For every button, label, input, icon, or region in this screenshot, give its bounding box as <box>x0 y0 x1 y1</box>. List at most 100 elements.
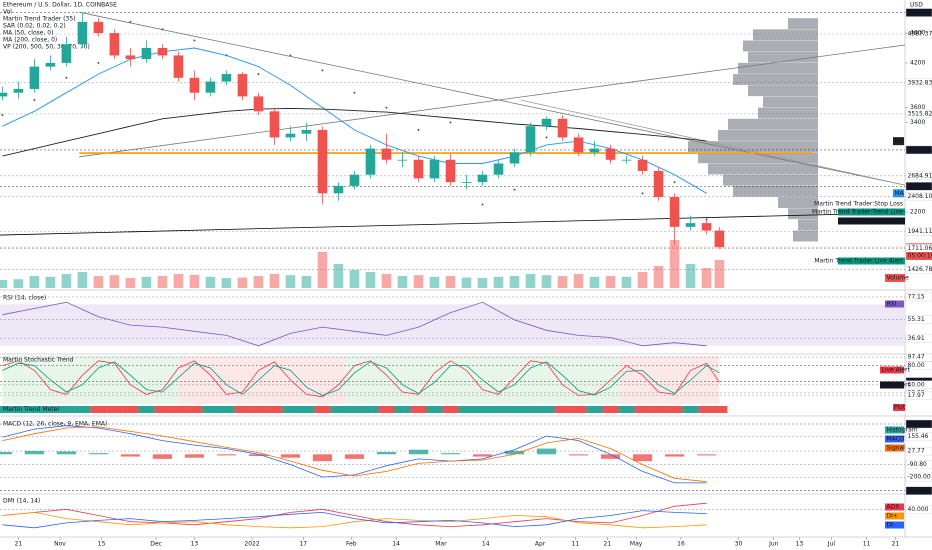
pane-title: RSI (14, close) <box>3 295 46 302</box>
histogram-bar <box>632 454 653 462</box>
candle-body <box>237 74 248 97</box>
series-label-box <box>885 426 904 434</box>
candle-body <box>253 96 264 112</box>
sar-dot <box>257 73 260 76</box>
alert-box <box>880 381 904 389</box>
x-tick-label: 21 <box>892 541 900 548</box>
candle-body <box>109 33 120 56</box>
volume-bar <box>621 276 632 288</box>
candle-body <box>381 148 392 160</box>
trend-meter-cell <box>154 406 171 413</box>
candle-body <box>317 129 328 194</box>
trend-meter-cell <box>266 406 283 413</box>
volume-profile-bar <box>718 129 818 141</box>
histogram-bar <box>312 454 333 462</box>
trend-meter-cell <box>554 406 571 413</box>
trend-line <box>520 99 906 186</box>
volume-bar <box>685 264 696 288</box>
trend-meter-cell <box>362 406 379 413</box>
candle-body <box>701 223 712 231</box>
volume-profile-bar <box>788 18 818 30</box>
y-axis-label: USD <box>910 2 923 9</box>
level-label: 4874.97 <box>908 9 932 16</box>
sar-dot <box>33 99 36 102</box>
indicator-name: VP (200, 500, 50, 30, 70, 70) <box>3 44 90 51</box>
indicator-line <box>2 425 707 484</box>
indicator-name: SAR (0.02, 0.02, 0.2) <box>3 23 66 30</box>
indicator-name: MA (200, close, 0) <box>3 37 57 44</box>
trend-meter-cell <box>282 406 299 413</box>
level-label: 36.91 <box>908 335 925 342</box>
trend-meter-cell <box>618 406 635 413</box>
level-label-box <box>905 419 932 429</box>
trend-meter-cell <box>314 406 331 413</box>
volume-label-box <box>885 274 905 282</box>
series-label: ADX <box>887 504 900 511</box>
level-label-box <box>905 145 932 155</box>
x-tick-label: Jun <box>768 541 779 548</box>
candle-body <box>221 74 232 82</box>
volume-bar <box>605 276 616 288</box>
x-tick-label: Jul <box>827 541 836 548</box>
x-tick-label: 17 <box>299 541 307 548</box>
candle-body <box>557 118 568 138</box>
meter-label: Plot <box>894 404 906 411</box>
level-label-box <box>905 171 932 181</box>
level-label: 77.15 <box>908 293 925 300</box>
level-label-box <box>905 446 932 456</box>
level-label-box <box>905 315 932 324</box>
sar-dot <box>385 106 388 109</box>
x-tick-label: 13 <box>796 541 804 548</box>
level-label: 2408.10 <box>908 193 932 200</box>
volume-bar <box>477 278 488 288</box>
trend-meter-cell <box>186 406 203 413</box>
histogram-bar <box>184 454 205 458</box>
candle-body <box>525 126 536 153</box>
volume-bar <box>205 276 216 288</box>
volume-bar <box>413 275 424 288</box>
volume-bar <box>589 276 600 288</box>
level-label: 3932.83 <box>908 79 932 86</box>
candle-body <box>509 152 520 164</box>
volume-bar <box>541 275 552 288</box>
alert-label: Live Alert <box>882 382 911 389</box>
sar-dot <box>545 136 548 139</box>
series-label: MACD <box>887 436 905 443</box>
trend-meter-cell <box>330 406 347 413</box>
annotation-box <box>838 217 905 225</box>
trend-meter-cell <box>298 406 315 413</box>
candle-body <box>429 159 440 179</box>
level-label-box <box>905 472 932 482</box>
annotation: Martin Trend Trader:Trend Line <box>812 209 903 216</box>
level-label: -200.00 <box>908 474 931 481</box>
x-tick-label: 21 <box>604 541 612 548</box>
volume-bar <box>397 276 408 288</box>
volume-profile-bar <box>708 163 818 175</box>
trend-meter-cell <box>74 406 91 413</box>
volume-bar <box>157 276 168 288</box>
trend-meter-cell <box>698 406 715 413</box>
trend-meter-cell <box>682 406 699 413</box>
level-label-box <box>905 292 932 302</box>
sar-dot <box>1 114 4 117</box>
indicator-name: Martin Trend Trader (35) <box>3 16 76 23</box>
candle-body <box>637 159 648 171</box>
level-label: 2544.41 <box>908 183 932 190</box>
annotation: Martin Trend Trader:Stop Loss <box>814 201 903 208</box>
y-tick-label: 3600 <box>910 104 925 111</box>
pane-title: Martin Stochastic Trend <box>3 357 74 364</box>
volume-profile-bar <box>763 96 818 108</box>
x-tick-label: 2022 <box>244 541 259 548</box>
sar-dot <box>449 121 452 124</box>
level-label: 3032.01 <box>908 146 932 153</box>
level-label: 3515.82 <box>908 110 932 117</box>
candle-body <box>605 148 616 160</box>
trend-meter-cell <box>0 406 11 413</box>
level-label-box <box>905 361 932 370</box>
histogram-bar <box>408 449 429 455</box>
level-label: 1711.06 <box>908 245 932 252</box>
histogram-bar <box>0 452 13 455</box>
annotation: SAR:Parabolic SAR <box>848 218 903 225</box>
volume-bar <box>77 272 88 288</box>
